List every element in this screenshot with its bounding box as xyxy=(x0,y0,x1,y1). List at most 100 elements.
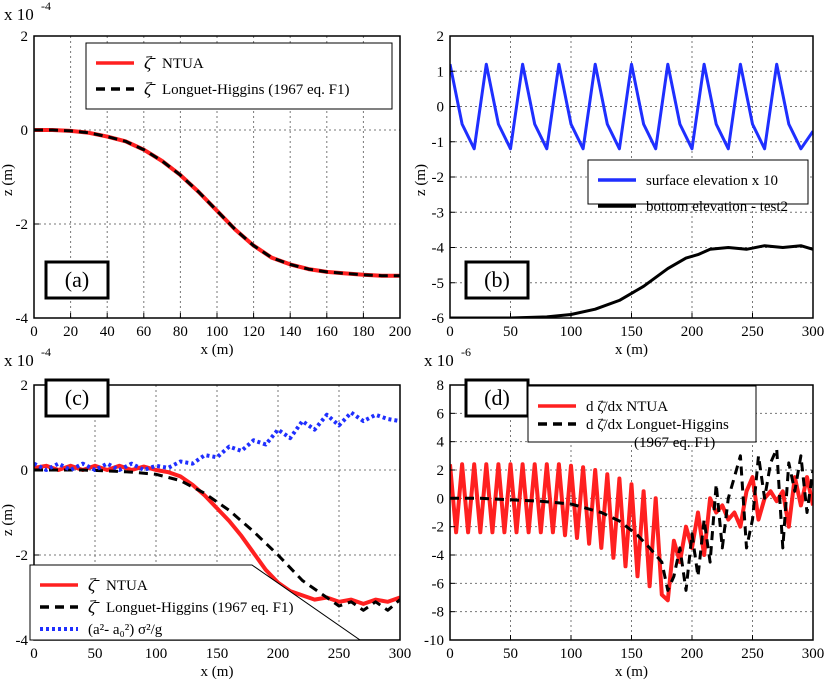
x-tick-label: 0 xyxy=(446,646,454,662)
x-tick-label: 100 xyxy=(560,646,583,662)
y-tick-label: -2 xyxy=(432,170,445,186)
panel-label: (d) xyxy=(484,385,510,410)
chart-panel-c: 0 50 100 150 200 250 300 -4 -2 0 2 x (m) z (m) x 10 -4… xyxy=(0,345,411,680)
x-tick-label: 100 xyxy=(145,646,168,662)
x-tick-label: 40 xyxy=(100,324,115,340)
y-tick-label: -4 xyxy=(432,548,445,564)
y-tick-label: 2 xyxy=(21,29,29,45)
y-tick-label: -4 xyxy=(432,241,445,257)
x-tick-label: 0 xyxy=(30,646,38,662)
legend-label: Longuet-Higgins (1967 eq. F1) xyxy=(162,82,349,98)
y-tick-label: -4 xyxy=(16,633,29,649)
x-axis-label: x (m) xyxy=(201,664,234,680)
x-tick-label: 0 xyxy=(30,324,38,340)
x-tick-label: 150 xyxy=(620,646,643,662)
legend: d ζ̄/dx NTUA d ζ̄/dx Longuet-Higgins (1967… xyxy=(527,385,757,451)
panel-label-box xyxy=(464,378,530,418)
panel-label-box xyxy=(44,260,110,300)
x-tick-label: 250 xyxy=(741,324,764,340)
x-tick-label: 200 xyxy=(681,646,704,662)
y-tick-label: -1 xyxy=(432,135,445,151)
x-tick-label: 60 xyxy=(136,324,151,340)
axis-scale-factor: x 10 xyxy=(4,351,34,370)
legend-label: surface elevation x 10 xyxy=(646,173,778,189)
axis-scale-exponent: -6 xyxy=(461,345,471,359)
y-tick-label: -5 xyxy=(432,276,445,292)
legend-label-cont: (1967 eq. F1) xyxy=(634,435,715,451)
y-tick-label: 0 xyxy=(437,100,445,116)
series-line-b-1 xyxy=(450,244,813,318)
axis-scale-factor: x 10 xyxy=(424,351,454,370)
y-tick-label: -8 xyxy=(432,605,445,621)
series-line-b-0 xyxy=(450,62,813,151)
y-axis-label: z (m) xyxy=(0,504,16,536)
x-tick-label: 50 xyxy=(503,324,518,340)
panel-label-box xyxy=(44,378,110,418)
y-tick-label: 2 xyxy=(437,463,445,479)
x-tick-label: 50 xyxy=(88,646,103,662)
y-tick-label: 4 xyxy=(437,435,445,451)
y-tick-label: -2 xyxy=(432,520,445,536)
x-tick-label: 200 xyxy=(267,646,290,662)
x-axis-label: x (m) xyxy=(615,342,648,358)
series-line-c-2 xyxy=(34,410,400,472)
y-axis-label: z (m) xyxy=(413,164,429,196)
x-axis-label: x (m) xyxy=(615,664,648,680)
y-tick-label: 0 xyxy=(437,491,445,507)
legend: surface elevation x 10 bottom elevation -… xyxy=(587,159,809,215)
legend-label: Longuet-Higgins (1967 eq. F1) xyxy=(106,600,293,616)
legend-box xyxy=(587,159,809,205)
y-tick-label: -6 xyxy=(432,311,445,327)
y-tick-label: 2 xyxy=(21,378,29,394)
x-tick-label: 150 xyxy=(206,646,229,662)
x-tick-label: 180 xyxy=(352,324,375,340)
y-tick-label: 8 xyxy=(437,378,445,394)
legend-box xyxy=(85,42,393,110)
series-line-c-0 xyxy=(34,463,400,606)
y-tick-label: 6 xyxy=(437,406,445,422)
series-line-d-0 xyxy=(450,462,813,603)
panel-label: (c) xyxy=(65,385,89,410)
x-tick-label: 200 xyxy=(389,324,412,340)
x-tick-label: 0 xyxy=(446,324,454,340)
axis-scale-factor: x 10 xyxy=(4,5,34,24)
x-tick-label: 150 xyxy=(620,324,643,340)
legend-label: d ζ̄/dx Longuet-Higgins xyxy=(586,417,729,433)
x-tick-label: 300 xyxy=(802,646,825,662)
x-axis-label: x (m) xyxy=(201,342,234,358)
y-tick-label: -4 xyxy=(16,311,29,327)
legend-label: NTUA xyxy=(106,578,148,594)
legend-label: NTUA xyxy=(162,56,204,72)
y-tick-label: 2 xyxy=(437,29,445,45)
y-tick-label: -10 xyxy=(424,633,444,649)
x-tick-label: 100 xyxy=(560,324,583,340)
y-tick-label: 1 xyxy=(437,64,445,80)
y-tick-label: 0 xyxy=(21,123,29,139)
x-tick-label: 120 xyxy=(242,324,265,340)
axis-scale-exponent: -4 xyxy=(41,345,51,359)
axis-scale-exponent: -4 xyxy=(41,0,51,13)
series-line-c-1 xyxy=(34,468,400,612)
x-tick-label: 250 xyxy=(741,646,764,662)
y-axis-label: z (m) xyxy=(0,164,16,196)
legend-box xyxy=(527,385,757,443)
x-tick-label: 20 xyxy=(63,324,78,340)
panel-label-box xyxy=(464,260,530,300)
x-tick-label: 300 xyxy=(389,646,412,662)
legend-label: (a²- a₀²) σ²/g xyxy=(88,622,163,638)
y-tick-label: -3 xyxy=(432,205,445,221)
series-line-a-1 xyxy=(34,128,400,278)
legend-label: d ζ̄/dx NTUA xyxy=(586,399,668,415)
x-tick-label: 200 xyxy=(681,324,704,340)
x-tick-label: 160 xyxy=(316,324,339,340)
x-tick-label: 80 xyxy=(173,324,188,340)
y-tick-label: 0 xyxy=(21,463,29,479)
chart-panel-d: 0 50 100 150 200 250 300 -10 -8 -6 -4 -2 0 2 4 6 8 x (m) x… xyxy=(424,345,824,680)
panel-label: (a) xyxy=(65,267,89,292)
panel-label: (b) xyxy=(484,267,510,292)
x-tick-label: 250 xyxy=(328,646,351,662)
x-tick-label: 140 xyxy=(279,324,302,340)
